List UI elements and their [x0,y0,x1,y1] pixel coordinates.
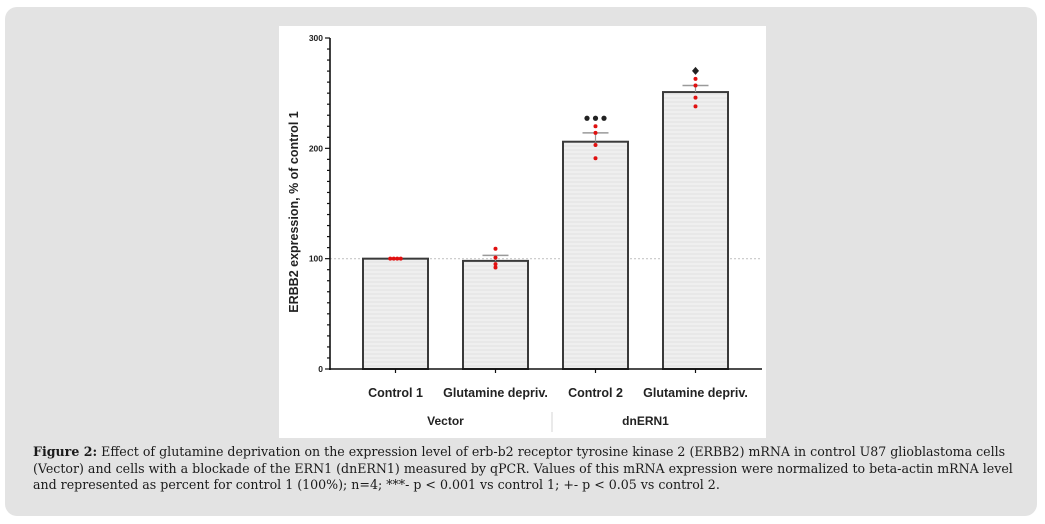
data-point [693,83,698,88]
data-point [593,156,598,161]
x-tick-label: Control 2 [568,386,623,400]
data-point [493,246,498,251]
bar-1 [462,259,529,370]
bar-0 [362,257,429,370]
data-point [398,256,403,261]
data-point [693,76,698,81]
data-point [593,124,598,129]
data-point [493,262,498,267]
x-tick-label: Glutamine depriv. [643,386,748,400]
caption-text: Effect of glutamine deprivation on the e… [33,444,1013,492]
axis-layer: 0 100 200 300 Control 1 Glutamine depriv. Cont… [309,33,762,432]
group-label-1: dnERN1 [622,414,669,428]
group-label-0: Vector [427,414,464,428]
y-tick-label: 0 [318,364,323,374]
data-point [391,256,396,261]
caption-label: Figure 2: [33,444,98,459]
x-tick-label: Control 1 [368,386,423,400]
y-tick-label: 200 [309,143,323,153]
data-point [395,256,400,261]
significance-marker-star [584,115,590,121]
bar-3 [662,91,729,371]
y-axis-label: ERBB2 expression, % of control 1 [287,111,301,312]
data-point [693,95,698,100]
data-point [493,265,498,270]
data-point [693,104,698,109]
data-point [493,255,498,260]
data-point [593,130,598,135]
significance-marker-star [601,115,607,121]
y-tick-label: 100 [309,254,323,264]
bar-2 [562,140,629,370]
y-tick-label: 300 [309,33,323,43]
figure-caption: Figure 2: Effect of glutamine deprivatio… [33,444,1023,494]
points-layer [388,66,699,270]
data-point [388,256,393,261]
bars-layer [362,84,729,371]
data-point [593,143,598,148]
significance-marker-plus [692,66,699,75]
x-tick-label: Glutamine depriv. [443,386,548,400]
significance-marker-star [592,115,599,121]
